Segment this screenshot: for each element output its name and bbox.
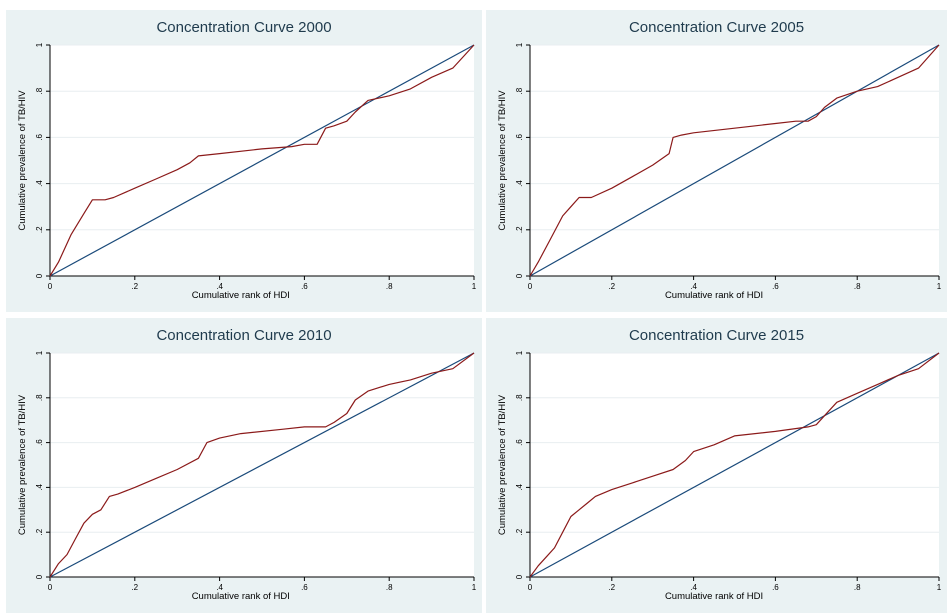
x-tick-label: 1 <box>937 583 942 592</box>
y-tick-label: .2 <box>515 226 524 233</box>
y-tick-label: .8 <box>515 87 524 94</box>
x-axis-label: Cumulative rank of HDI <box>192 591 290 602</box>
x-tick-label: .6 <box>772 282 779 291</box>
x-tick-label: 1 <box>937 282 942 291</box>
concentration-curve-line <box>49 352 475 578</box>
y-axis-label: Cumulative prevalence of TB/HIV <box>17 394 28 535</box>
chart-svg: Concentration Curve 2005 0 .2 .4 .6 .8 1 0 .2 .4.… <box>497 19 942 301</box>
x-axis-label: Cumulative rank of HDI <box>192 290 290 301</box>
x-tick-label: .8 <box>386 282 393 291</box>
y-tick-label: .8 <box>515 394 524 401</box>
x-tick-label: 0 <box>48 282 53 291</box>
y-tick-label: 0 <box>35 273 44 278</box>
x-axis-label: Cumulative rank of HDI <box>665 591 763 602</box>
y-tick-label: .2 <box>35 528 44 535</box>
chart-panel-1: Concentration Curve 2000 0 .2 .4 .6 .8 1 0 .2 .4.… <box>6 10 482 312</box>
equality-line <box>49 352 475 578</box>
x-tick-label: .2 <box>131 583 138 592</box>
y-axis-label: Cumulative prevalence of TB/HIV <box>17 90 28 231</box>
y-tick-label: .8 <box>35 87 44 94</box>
x-tick-label: .2 <box>131 282 138 291</box>
x-tick-label: .6 <box>301 583 308 592</box>
y-tick-label: .2 <box>35 226 44 233</box>
y-tick-label: 1 <box>515 42 524 47</box>
x-tick-label: .8 <box>854 282 861 291</box>
concentration-curve-line <box>529 352 940 578</box>
chart-title: Concentration Curve 2005 <box>629 19 804 36</box>
chart-svg: Concentration Curve 2010 0 .2 .4 .6 .8 1 0 .2 .4.… <box>17 327 477 602</box>
y-axis-label: Cumulative prevalence of TB/HIV <box>497 394 508 535</box>
x-tick-label: .2 <box>608 282 615 291</box>
y-tick-label: .6 <box>515 439 524 446</box>
y-tick-label: .4 <box>515 484 524 491</box>
y-tick-label: 1 <box>35 42 44 47</box>
chart-svg: Concentration Curve 2000 0 .2 .4 .6 .8 1 0 .2 .4.… <box>17 19 477 301</box>
equality-line <box>529 352 940 578</box>
y-axis-label: Cumulative prevalence of TB/HIV <box>497 90 508 231</box>
y-tick-label: .4 <box>35 484 44 491</box>
x-tick-label: .4 <box>690 583 697 592</box>
y-tick-label: .6 <box>515 134 524 141</box>
x-tick-label: .4 <box>216 282 223 291</box>
y-tick-label: .6 <box>35 134 44 141</box>
x-tick-label: .2 <box>608 583 615 592</box>
y-tick-label: 0 <box>515 574 524 579</box>
chart-title: Concentration Curve 2000 <box>156 19 331 36</box>
x-tick-label: 0 <box>528 583 533 592</box>
equality-line <box>529 44 940 277</box>
chart-panel-3: Concentration Curve 2010 0 .2 .4 .6 .8 1 0 .2 .4.… <box>6 318 482 613</box>
chart-panel-2: Concentration Curve 2005 0 .2 .4 .6 .8 1 0 .2 .4.… <box>486 10 947 312</box>
x-tick-label: 0 <box>48 583 53 592</box>
chart-svg: Concentration Curve 2015 0 .2 .4 .6 .8 1 0 .2 .4.… <box>497 327 942 602</box>
chart-panel-4: Concentration Curve 2015 0 .2 .4 .6 .8 1 0 .2 .4.… <box>486 318 947 613</box>
x-tick-label: .8 <box>854 583 861 592</box>
x-tick-label: .4 <box>690 282 697 291</box>
concentration-curve-line <box>529 44 940 277</box>
y-tick-label: 0 <box>35 574 44 579</box>
x-tick-label: .6 <box>772 583 779 592</box>
x-tick-label: .6 <box>301 282 308 291</box>
x-tick-label: 1 <box>472 282 477 291</box>
concentration-curve-line <box>49 44 475 277</box>
y-tick-label: .4 <box>35 180 44 187</box>
x-axis-label: Cumulative rank of HDI <box>665 290 763 301</box>
y-tick-label: 1 <box>35 350 44 355</box>
y-tick-label: .4 <box>515 180 524 187</box>
chart-title: Concentration Curve 2015 <box>629 327 804 344</box>
y-tick-label: .2 <box>515 528 524 535</box>
x-tick-label: .4 <box>216 583 223 592</box>
equality-line <box>49 44 475 277</box>
x-tick-label: 0 <box>528 282 533 291</box>
y-tick-label: .8 <box>35 394 44 401</box>
x-tick-label: 1 <box>472 583 477 592</box>
y-tick-label: .6 <box>35 439 44 446</box>
y-tick-label: 1 <box>515 350 524 355</box>
y-tick-label: 0 <box>515 273 524 278</box>
x-tick-label: .8 <box>386 583 393 592</box>
chart-title: Concentration Curve 2010 <box>156 327 331 344</box>
